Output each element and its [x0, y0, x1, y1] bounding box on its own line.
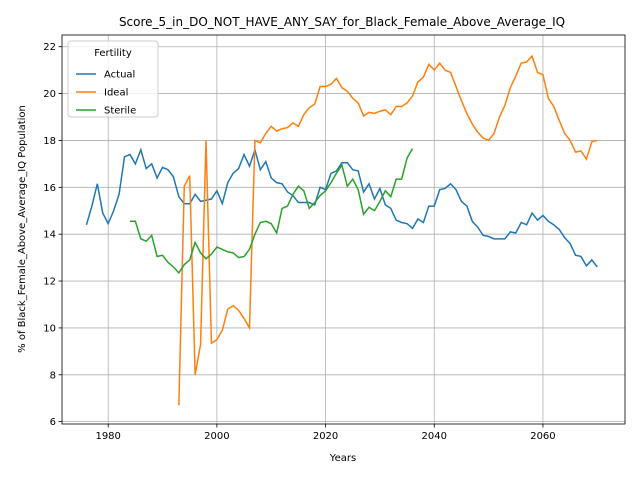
- y-tick-label: 22: [43, 42, 56, 53]
- legend-label: Sterile: [104, 106, 136, 117]
- y-tick-label: 18: [43, 136, 56, 147]
- chart-title: Score_5_in_DO_NOT_HAVE_ANY_SAY_for_Black…: [119, 15, 565, 29]
- x-tick-label: 2060: [530, 431, 555, 442]
- legend-title: Fertility: [94, 48, 132, 59]
- x-tick-label: 2040: [422, 431, 447, 442]
- x-tick-label: 2020: [313, 431, 338, 442]
- x-tick-label: 1980: [95, 431, 120, 442]
- y-axis-label: % of Black_Female_Above_Average_IQ Popul…: [17, 105, 28, 353]
- legend-label: Ideal: [104, 88, 128, 99]
- y-tick-label: 12: [43, 277, 56, 288]
- plot-frame: [61, 34, 626, 425]
- y-tick-label: 14: [43, 230, 56, 241]
- legend-box: [67, 40, 159, 118]
- legend-label: Actual: [104, 70, 135, 81]
- x-axis-label: Years: [329, 453, 356, 464]
- y-tick-label: 20: [43, 89, 56, 100]
- y-tick-label: 8: [50, 370, 56, 381]
- data-line: [178, 54, 598, 406]
- x-tick-label: 2000: [204, 431, 229, 442]
- y-tick-label: 16: [43, 183, 56, 194]
- legend: Fertility Actual Ideal Sterile: [67, 40, 159, 118]
- data-line: [129, 148, 414, 275]
- data-line: [85, 147, 598, 268]
- y-tick-label: 6: [50, 417, 56, 428]
- y-tick-label: 10: [43, 323, 56, 334]
